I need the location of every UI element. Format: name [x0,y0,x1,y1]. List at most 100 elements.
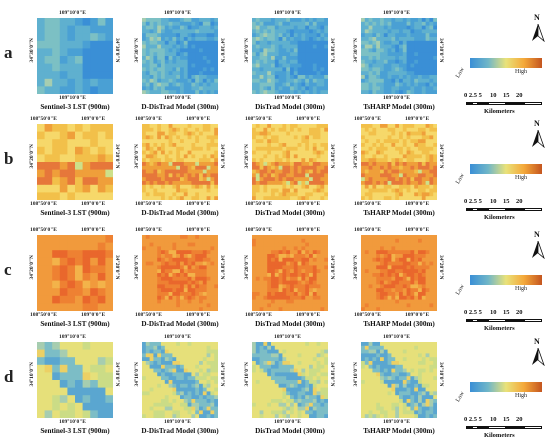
map-caption: Sentinel-3 LST (900m) [40,427,110,435]
lst-map-tile [37,18,113,94]
coordinate-label: 34°30'0"N [29,38,35,63]
coordinate-label: 109°10'0"E [383,95,410,101]
coordinate-label: 109°0'0"E [405,116,430,122]
coordinate-label: 34°20'0"N [134,144,140,169]
colorbar [470,58,542,68]
coordinate-label: 34°30'0"N [219,38,225,63]
lst-map-tile [252,342,328,418]
scale-bar-ticks: 0 2.5 5 10 15 20 [464,92,523,99]
map-caption: DisTrad Model (300m) [255,209,325,217]
coordinate-label: 109°10'0"E [274,10,301,16]
coordinate-label: 34°10'0"N [353,362,359,387]
coordinate-label: 34°30'0"N [244,38,250,63]
map-caption: TsHARP Model (300m) [363,320,435,328]
coordinate-label: 109°0'0"E [296,227,321,233]
colorbar-low-label: Low [455,283,466,297]
north-label: N [534,13,540,22]
scale-bar-unit: Kilometers [484,108,515,115]
coordinate-label: 109°10'0"E [274,419,301,425]
coordinate-label: 109°0'0"E [81,116,106,122]
map-caption: D-DisTrad Model (300m) [141,427,219,435]
colorbar [470,164,542,174]
coordinate-label: 34°30'0"N [329,38,335,63]
coordinate-label: 109°10'0"E [59,419,86,425]
coordinate-label: 34°20'0"N [244,144,250,169]
coordinate-label: 109°0'0"E [186,227,211,233]
coordinate-label: 108°50'0"E [30,312,57,318]
coordinate-label: 109°10'0"E [274,95,301,101]
coordinate-label: 109°0'0"E [81,201,106,207]
colorbar-low-label: Low [455,66,466,80]
coordinate-label: 34°10'0"N [244,362,250,387]
colorbar-high-label: High [515,393,527,399]
scale-bar [466,102,544,105]
lst-map-tile [142,235,218,311]
coordinate-label: 108°50'0"E [354,116,381,122]
scale-bar-ticks: 0 2.5 5 10 15 20 [464,198,523,205]
coordinate-label: 34°20'0"N [134,255,140,280]
north-arrow-icon: N [531,230,545,261]
coordinate-label: 109°0'0"E [81,227,106,233]
coordinate-label: 34°20'0"N [438,144,444,169]
coordinate-label: 109°0'0"E [296,116,321,122]
scale-bar [466,208,544,211]
row-label: a [4,43,13,62]
coordinate-label: 109°0'0"E [186,116,211,122]
coordinate-label: 108°50'0"E [354,227,381,233]
coordinate-label: 109°10'0"E [59,95,86,101]
lst-map-tile [37,124,113,200]
coordinate-label: 108°50'0"E [245,201,272,207]
coordinate-label: 109°10'0"E [59,10,86,16]
north-arrow-icon: N [531,337,545,368]
coordinate-label: 34°10'0"N [219,362,225,387]
coordinate-label: 34°10'0"N [114,362,120,387]
coordinate-label: 34°30'0"N [114,38,120,63]
coordinate-label: 34°20'0"N [219,255,225,280]
colorbar-low-label: Low [455,172,466,186]
coordinate-label: 109°10'0"E [164,10,191,16]
map-caption: DisTrad Model (300m) [255,427,325,435]
coordinate-label: 109°10'0"E [383,334,410,340]
map-caption: D-DisTrad Model (300m) [141,103,219,111]
coordinate-label: 34°20'0"N [438,255,444,280]
coordinate-label: 34°20'0"N [329,255,335,280]
coordinate-label: 34°20'0"N [244,255,250,280]
scale-bar-ticks: 0 2.5 5 10 15 20 [464,309,523,316]
coordinate-label: 109°10'0"E [164,419,191,425]
coordinate-label: 109°10'0"E [164,334,191,340]
map-caption: Sentinel-3 LST (900m) [40,320,110,328]
north-arrow-icon: N [531,13,545,44]
colorbar-high-label: High [515,175,527,181]
coordinate-label: 108°50'0"E [135,312,162,318]
map-caption: DisTrad Model (300m) [255,103,325,111]
coordinate-label: 34°20'0"N [114,255,120,280]
colorbar [470,275,542,285]
coordinate-label: 34°30'0"N [353,38,359,63]
coordinate-label: 108°50'0"E [135,116,162,122]
coordinate-label: 109°0'0"E [405,201,430,207]
lst-map-tile [361,18,437,94]
coordinate-label: 34°10'0"N [29,362,35,387]
scale-bar-unit: Kilometers [484,214,515,221]
coordinate-label: 109°10'0"E [383,10,410,16]
coordinate-label: 34°20'0"N [329,144,335,169]
coordinate-label: 108°50'0"E [245,227,272,233]
colorbar-high-label: High [515,69,527,75]
map-caption: D-DisTrad Model (300m) [141,209,219,217]
coordinate-label: 108°50'0"E [135,227,162,233]
row-label: c [4,260,12,279]
coordinate-label: 109°0'0"E [405,227,430,233]
colorbar-low-label: Low [455,390,466,404]
coordinate-label: 108°50'0"E [354,201,381,207]
lst-map-tile [142,18,218,94]
map-caption: D-DisTrad Model (300m) [141,320,219,328]
coordinate-label: 34°10'0"N [329,362,335,387]
lst-map-tile [252,124,328,200]
coordinate-label: 34°20'0"N [29,144,35,169]
coordinate-label: 34°30'0"N [134,38,140,63]
coordinate-label: 109°0'0"E [81,312,106,318]
map-caption: Sentinel-3 LST (900m) [40,209,110,217]
coordinate-label: 108°50'0"E [245,116,272,122]
lst-map-tile [37,235,113,311]
lst-map-tile [361,235,437,311]
